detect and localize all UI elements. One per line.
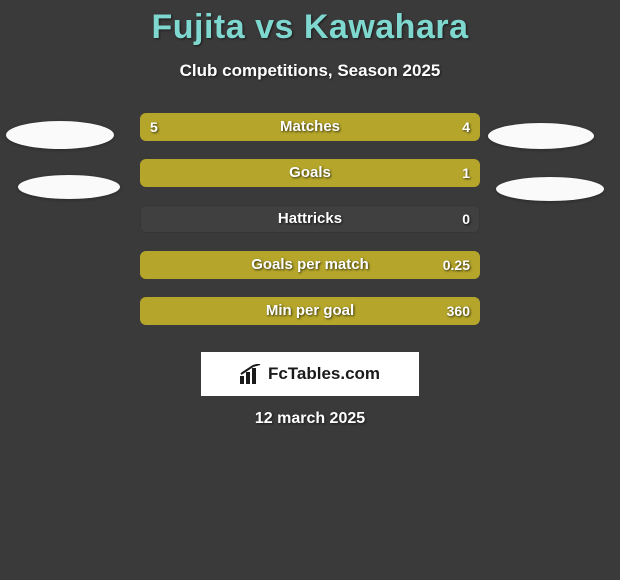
chart-icon — [240, 364, 262, 384]
stat-row: Min per goal 360 — [0, 297, 620, 343]
logo: FcTables.com — [201, 352, 419, 396]
stat-right-value: 360 — [447, 297, 470, 325]
stat-bar-min-per-goal: Min per goal 360 — [140, 297, 480, 325]
stat-left-value: 5 — [150, 113, 158, 141]
stat-right-value: 4 — [462, 113, 470, 141]
stat-bar-left-fill — [140, 113, 320, 141]
stat-row: Hattricks 0 — [0, 205, 620, 251]
comparison-chart: 5 Matches 4 Goals 1 Hattricks 0 — [0, 113, 620, 343]
stat-right-value: 0 — [462, 205, 470, 233]
stat-right-value: 1 — [462, 159, 470, 187]
stat-bar-right-fill — [140, 251, 480, 279]
stat-bar-goals: Goals 1 — [140, 159, 480, 187]
page-subtitle: Club competitions, Season 2025 — [0, 61, 620, 81]
stat-bar-goals-per-match: Goals per match 0.25 — [140, 251, 480, 279]
logo-text: FcTables.com — [268, 364, 380, 384]
stat-row: Goals per match 0.25 — [0, 251, 620, 297]
stat-bar-hattricks: Hattricks 0 — [140, 205, 480, 233]
stat-bar-right-fill — [140, 297, 480, 325]
page-root: Fujita vs Kawahara Club competitions, Se… — [0, 0, 620, 580]
stat-bar-right-fill — [140, 159, 480, 187]
stat-right-value: 0.25 — [443, 251, 470, 279]
stat-row: Goals 1 — [0, 159, 620, 205]
date-label: 12 march 2025 — [0, 410, 620, 428]
stat-label: Hattricks — [140, 205, 480, 233]
stat-bar-matches: 5 Matches 4 — [140, 113, 480, 141]
stat-bar-right-fill — [320, 113, 480, 141]
stat-row: 5 Matches 4 — [0, 113, 620, 159]
page-title: Fujita vs Kawahara — [0, 0, 620, 47]
